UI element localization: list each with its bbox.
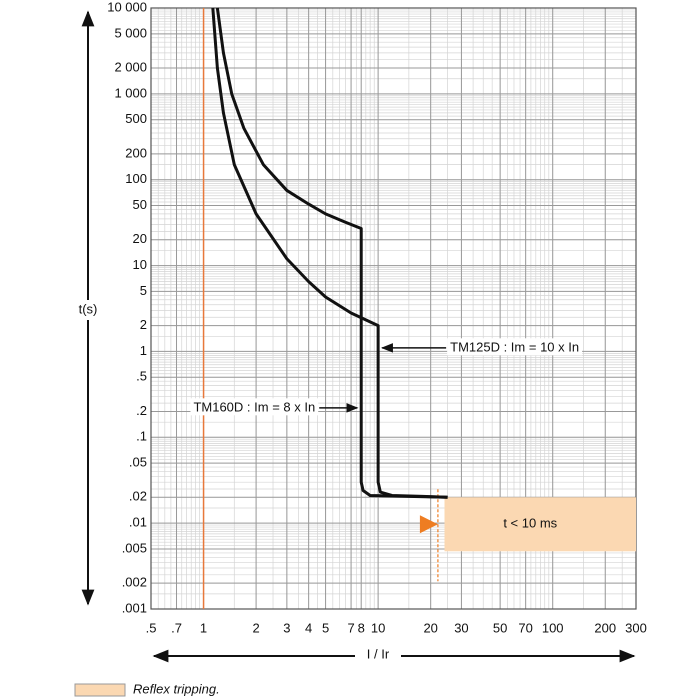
x-tick-label: 3: [283, 620, 290, 635]
x-tick-label: 5: [322, 620, 329, 635]
x-tick-label: 300: [625, 620, 647, 635]
plot-frame: [150, 7, 637, 610]
region-label: t < 10 ms: [503, 516, 557, 531]
label-bg: [70, 300, 106, 320]
y-tick-label: .2: [136, 403, 147, 418]
x-tick-label: 30: [454, 620, 468, 635]
marks: t < 10 ms TM125D : Im = 10 x In TM160D : I…: [190, 7, 636, 609]
x-axis-label: I / Ir: [367, 646, 390, 661]
grid: [150, 7, 637, 610]
y-tick-label: .01: [129, 515, 147, 530]
x-tick-label: 1: [200, 620, 207, 635]
curve: [211, 7, 448, 499]
y-tick-label: 2 000: [114, 59, 147, 74]
x-tick-label: 8: [358, 620, 365, 635]
y-tick-label: 500: [125, 111, 147, 126]
legend-label: Reflex tripping.: [133, 681, 220, 696]
y-tick-label: .001: [122, 600, 147, 615]
y-tick-label: .002: [122, 575, 147, 590]
y-tick-label: 1 000: [114, 85, 147, 100]
x-tick-label: 50: [493, 620, 507, 635]
label-bg: [355, 646, 401, 666]
annotation: TM125D : Im = 10 x In: [450, 339, 579, 354]
y-tick-label: .5: [136, 369, 147, 384]
x-tick-label: 4: [305, 620, 312, 635]
reflex-region: [444, 497, 636, 552]
y-tick-label: 2: [140, 317, 147, 332]
annotation-bg: [190, 398, 319, 416]
annotation: TM160D : Im = 8 x In: [193, 399, 315, 414]
y-tick-label: 100: [125, 171, 147, 186]
annotation-bg: [447, 338, 583, 356]
x-tick-label: .5: [146, 620, 157, 635]
x-tick-label: .7: [171, 620, 182, 635]
y-tick-label: .02: [129, 489, 147, 504]
region-marker: [419, 515, 438, 534]
y-tick-label: 5: [140, 283, 147, 298]
y-tick-label: .005: [122, 540, 147, 555]
y-tick-label: 5 000: [114, 25, 147, 40]
x-tick-label: 100: [542, 620, 564, 635]
y-axis-label: t(s): [79, 301, 98, 316]
y-tick-label: 10 000: [107, 0, 147, 14]
x-tick-label: 20: [423, 620, 437, 635]
x-tick-label: 70: [518, 620, 532, 635]
y-tick-label: 50: [133, 197, 147, 212]
x-tick-label: 200: [594, 620, 616, 635]
legend-swatch: [74, 683, 126, 697]
y-tick-label: 10: [133, 257, 147, 272]
y-tick-label: 200: [125, 145, 147, 160]
x-tick-label: 7: [347, 620, 354, 635]
y-tick-label: 20: [133, 231, 147, 246]
y-tick-label: .1: [136, 429, 147, 444]
y-tick-label: 1: [140, 343, 147, 358]
curve: [215, 7, 448, 499]
y-tick-label: .05: [129, 455, 147, 470]
x-tick-label: 2: [252, 620, 259, 635]
x-tick-label: 10: [371, 620, 385, 635]
